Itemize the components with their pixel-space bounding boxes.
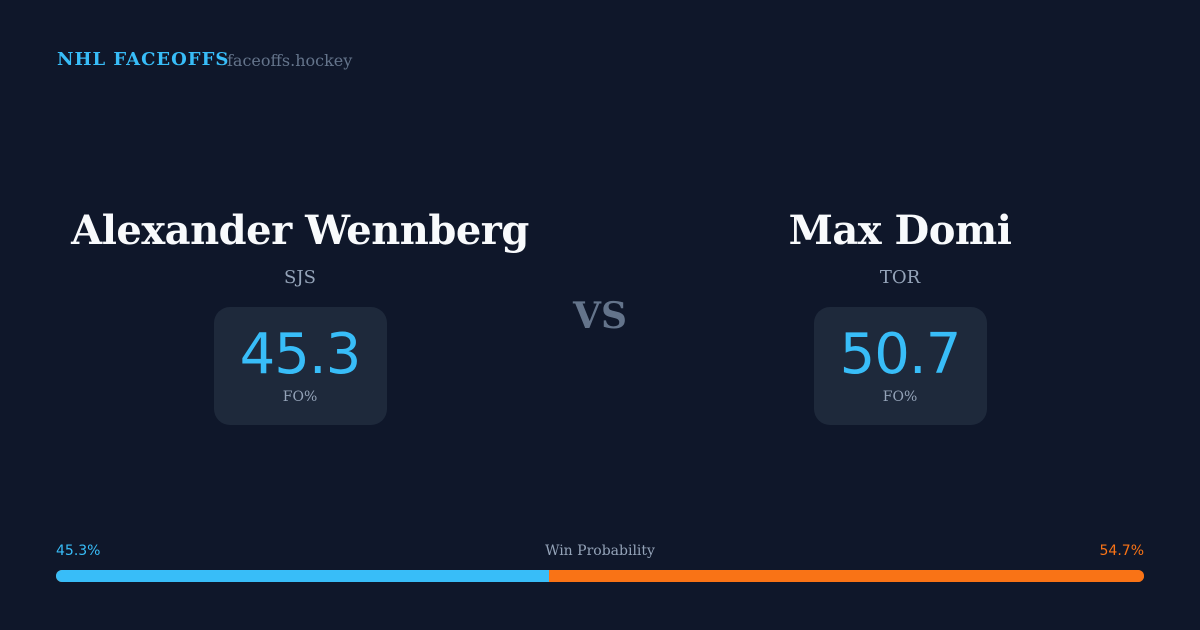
player-left: Alexander Wennberg SJS 45.3 FO% <box>0 205 600 425</box>
right-probability-segment <box>548 570 1144 582</box>
faceoff-percentage: 50.7 <box>839 322 962 387</box>
site-url: faceoffs.hockey <box>227 51 353 70</box>
versus-label: VS <box>573 295 627 337</box>
player-name: Max Domi <box>788 207 1012 254</box>
faceoff-label: FO% <box>282 389 318 405</box>
left-probability-segment <box>56 570 549 582</box>
brand-title: NHL FACEOFFS <box>57 49 230 70</box>
player-name: Alexander Wennberg <box>71 207 529 254</box>
faceoff-label: FO% <box>882 389 918 405</box>
player-team: TOR <box>879 267 921 288</box>
player-team: SJS <box>284 267 316 288</box>
faceoff-percentage: 45.3 <box>239 322 362 387</box>
player-right: Max Domi TOR 50.7 FO% <box>600 205 1200 425</box>
faceoff-stat-card: 45.3 FO% <box>213 307 387 425</box>
probability-title: Win Probability <box>545 543 655 559</box>
faceoff-stat-card: 50.7 FO% <box>813 307 987 425</box>
win-probability-bar <box>56 570 1144 582</box>
right-probability: 54.7% <box>1099 543 1144 559</box>
left-probability: 45.3% <box>56 543 101 559</box>
